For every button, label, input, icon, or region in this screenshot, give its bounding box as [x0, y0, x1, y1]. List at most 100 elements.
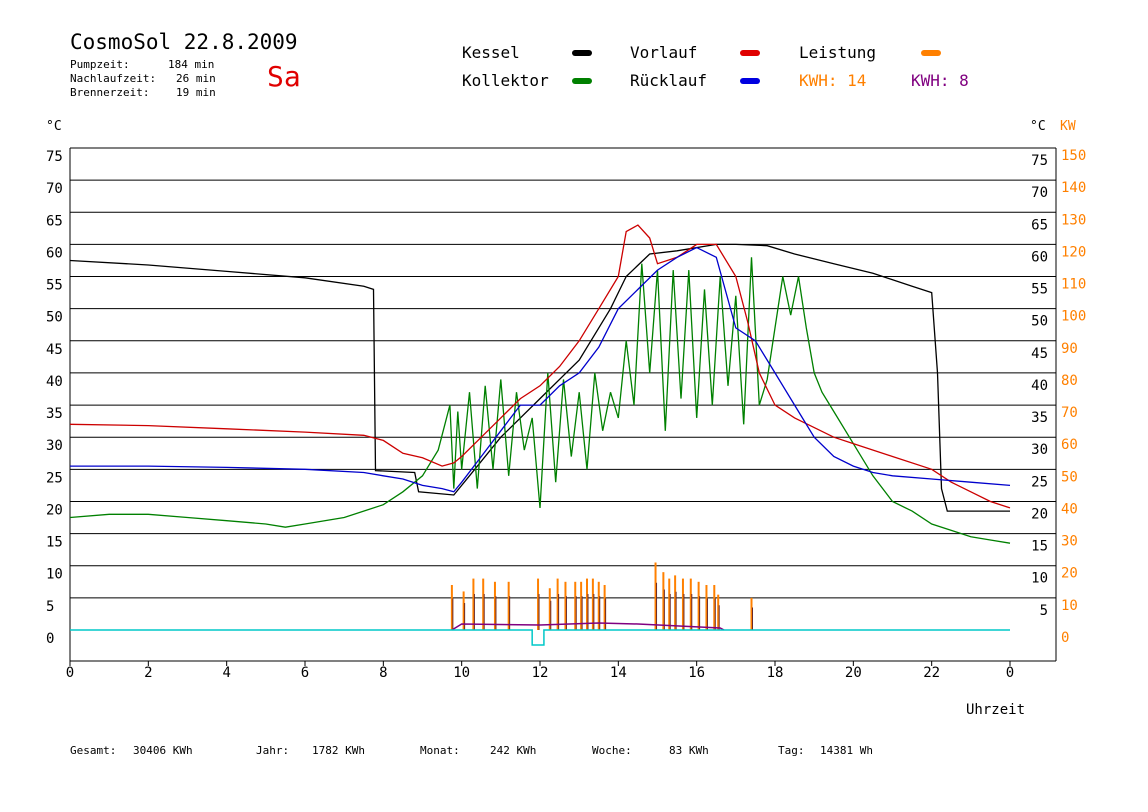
y-tick-label-right: 45: [1031, 346, 1048, 362]
kw-tick-label: 80: [1061, 373, 1078, 389]
legend-swatch-kessel: [572, 50, 592, 56]
power-line-purple: [451, 622, 725, 631]
kw-tick-label: 10: [1061, 598, 1078, 614]
kw-tick-label: 140: [1061, 180, 1086, 196]
footer-value-monat: 242 KWh: [490, 744, 537, 757]
y-tick-label-left: 35: [46, 406, 63, 422]
legend-swatch-leistung: [921, 50, 941, 56]
chart-grid: [69, 147, 1057, 666]
footer-label-monat: Monat:: [420, 744, 460, 757]
kw-tick-label: 90: [1061, 341, 1078, 357]
y-tick-label-left: 45: [46, 342, 63, 358]
x-tick-label: 12: [532, 665, 549, 681]
x-tick-label: 4: [222, 665, 230, 681]
kw-tick-label: 0: [1061, 630, 1069, 646]
x-tick-label: 14: [610, 665, 627, 681]
y-tick-label-left: 15: [46, 535, 63, 551]
kw-tick-label: 50: [1061, 469, 1078, 485]
x-tick-label: 22: [923, 665, 940, 681]
kw-tick-label: 60: [1061, 437, 1078, 453]
y-unit-left: °C: [46, 119, 62, 134]
power-bars: [70, 562, 1010, 646]
y-tick-label-left: 50: [46, 310, 63, 326]
stat-label-brennerzeit: Brennerzeit:: [70, 86, 150, 99]
y-tick-label-left: 25: [46, 470, 63, 486]
stat-value-pumpzeit: 184 min: [168, 58, 215, 71]
y-tick-label-left: 40: [46, 374, 63, 390]
chart-title: CosmoSol 22.8.2009: [70, 30, 298, 54]
y-tick-label-left: 70: [46, 181, 63, 197]
kw-unit-label: KW: [1060, 119, 1076, 134]
kw-tick-label: 100: [1061, 309, 1086, 325]
x-tick-label: 16: [688, 665, 705, 681]
y-tick-label-right: 25: [1031, 474, 1048, 490]
y-tick-label-left: 5: [46, 599, 54, 615]
legend-kwh-orange: KWH: 14: [799, 71, 867, 90]
y-tick-label-right: 15: [1031, 539, 1048, 555]
y-tick-label-right: 65: [1031, 217, 1048, 233]
footer-value-gesamt: 30406 KWh: [133, 744, 193, 757]
kw-tick-label: 110: [1061, 277, 1086, 293]
y-tick-label-right: 10: [1031, 571, 1048, 587]
legend-label-kessel: Kessel: [462, 43, 520, 62]
y-tick-label-left: 30: [46, 438, 63, 454]
temperature-lines: [69, 224, 1011, 544]
legend-label-vorlauf: Vorlauf: [630, 43, 698, 62]
y-tick-label-right: 20: [1031, 506, 1048, 522]
x-tick-label: 0: [66, 665, 74, 681]
y-tick-label-left: 75: [46, 149, 63, 165]
series-line-kessel: [69, 243, 1010, 512]
kw-tick-label: 20: [1061, 566, 1078, 582]
x-tick-label: 10: [453, 665, 470, 681]
legend-swatch-kollektor: [572, 78, 592, 84]
y-tick-label-right: 75: [1031, 153, 1048, 169]
legend-label-leistung: Leistung: [799, 43, 877, 62]
y-tick-label-left: 0: [46, 631, 54, 647]
y-tick-label-right: 40: [1031, 378, 1048, 394]
y-tick-label-right: 50: [1031, 314, 1048, 330]
baseline-line: [70, 629, 1010, 646]
weekday-label: Sa: [267, 60, 301, 93]
y-tick-label-right: 60: [1031, 249, 1048, 265]
footer-value-tag: 14381 Wh: [820, 744, 873, 757]
x-tick-label: 20: [845, 665, 862, 681]
footer-label-tag: Tag:: [778, 744, 805, 757]
series-line-kollektor: [69, 257, 1011, 544]
kw-tick-label: 70: [1061, 405, 1078, 421]
legend-label-ruecklauf: Rücklauf: [630, 71, 708, 90]
x-tick-label: 8: [379, 665, 387, 681]
stat-label-pumpzeit: Pumpzeit:: [70, 58, 130, 71]
stat-value-brennerzeit: 19 min: [176, 86, 216, 99]
y-tick-label-right: 55: [1031, 282, 1048, 298]
legend-swatch-vorlauf: [740, 50, 760, 56]
kw-tick-label: 120: [1061, 244, 1086, 260]
y-tick-label-left: 20: [46, 502, 63, 518]
footer-label-woche: Woche:: [592, 744, 632, 757]
kw-tick-label: 130: [1061, 212, 1086, 228]
x-tick-label: 6: [301, 665, 309, 681]
axis-labels: 0 2 4 6 8 10 12 14 16 18 20 22 005101520253035404550…: [46, 119, 1086, 718]
kw-tick-label: 150: [1061, 148, 1086, 164]
x-tick-label: 0: [1006, 665, 1014, 681]
series-line-ruecklauf: [70, 246, 1011, 493]
kw-tick-label: 30: [1061, 534, 1078, 550]
stat-label-nachlaufzeit: Nachlaufzeit:: [70, 72, 157, 85]
y-unit-right: °C: [1030, 119, 1046, 134]
y-tick-label-left: 10: [46, 567, 63, 583]
stat-value-nachlaufzeit: 26 min: [176, 72, 216, 85]
footer-label-jahr: Jahr:: [256, 744, 290, 757]
x-tick-label: 18: [767, 665, 784, 681]
series-line-vorlauf: [69, 224, 1011, 509]
legend-label-kollektor: Kollektor: [462, 71, 549, 90]
legend-swatch-ruecklauf: [740, 78, 760, 84]
x-tick-label: 2: [144, 665, 152, 681]
y-tick-label-right: 5: [1040, 603, 1048, 619]
legend-kwh-purple: KWH: 8: [911, 71, 969, 90]
x-axis-label: Uhrzeit: [966, 702, 1025, 718]
y-tick-label-left: 55: [46, 278, 63, 294]
footer-value-woche: 83 KWh: [669, 744, 709, 757]
y-tick-label-right: 30: [1031, 442, 1048, 458]
y-tick-label-left: 65: [46, 213, 63, 229]
footer-label-gesamt: Gesamt:: [70, 744, 117, 757]
